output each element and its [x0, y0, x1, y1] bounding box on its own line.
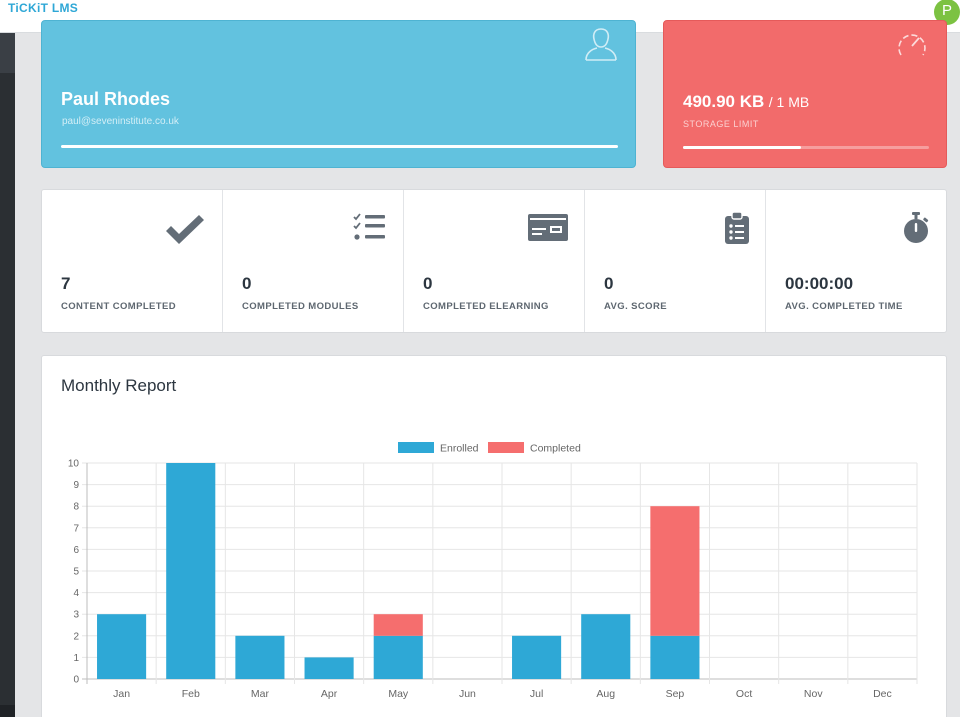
- certificate-card-icon: [528, 214, 568, 241]
- x-tick-label: Sep: [666, 688, 685, 700]
- bar-completed-may: [373, 614, 423, 636]
- bar-enrolled-may: [373, 635, 423, 679]
- bar-enrolled-jan: [97, 614, 147, 679]
- x-tick-label: Mar: [251, 688, 270, 700]
- bar-completed-sep: [650, 506, 700, 636]
- profile-email: paul@seveninstitute.co.uk: [62, 116, 179, 127]
- x-tick-label: Dec: [873, 688, 892, 700]
- y-tick-label: 6: [73, 545, 79, 556]
- stat-label: CONTENT COMPLETED: [61, 301, 176, 312]
- stopwatch-icon: [904, 212, 929, 243]
- storage-label: STORAGE LIMIT: [683, 119, 759, 129]
- legend-swatch-enrolled: [398, 442, 434, 453]
- y-tick-label: 2: [73, 631, 79, 642]
- legend-swatch-completed: [488, 442, 524, 453]
- storage-card: 490.90 KB / 1 MB STORAGE LIMIT: [663, 20, 947, 168]
- y-tick-label: 0: [73, 675, 79, 686]
- x-tick-label: May: [388, 688, 409, 700]
- storage-progress-track: [683, 146, 929, 149]
- report-title: Monthly Report: [61, 376, 177, 395]
- y-tick-label: 9: [73, 480, 79, 491]
- storage-used: 490.90 KB: [683, 92, 765, 111]
- monthly-report-chart: 0 1 2 3 4 5 6 7 8 9 10 Jan Feb Mar Apr May Jun Jul Aug Sep O…: [68, 442, 918, 700]
- legend-label-completed: Completed: [530, 443, 581, 455]
- storage-limit: / 1 MB: [768, 94, 810, 110]
- storage-usage: 490.90 KB / 1 MB: [683, 92, 809, 112]
- y-tick-label: 8: [73, 502, 79, 513]
- stat-completed-modules: 0 COMPLETED MODULES: [223, 190, 404, 332]
- stat-content-completed: 7 CONTENT COMPLETED: [42, 190, 223, 332]
- stat-label: COMPLETED MODULES: [242, 301, 359, 312]
- stat-label: COMPLETED ELEARNING: [423, 301, 549, 312]
- stat-label: AVG. SCORE: [604, 301, 667, 312]
- stat-value: 0: [604, 274, 614, 293]
- y-tick-label: 7: [73, 523, 79, 534]
- profile-progress-bar: [61, 145, 618, 148]
- y-tick-label: 3: [73, 610, 79, 621]
- stat-value: 0: [242, 274, 252, 293]
- bar-enrolled-sep: [650, 635, 700, 679]
- sidebar-footer: [0, 705, 15, 717]
- stat-avg-score: 0 AVG. SCORE: [585, 190, 766, 332]
- x-tick-label: Apr: [321, 688, 338, 700]
- clipboard-icon: [725, 212, 749, 244]
- checklist-icon: [353, 213, 385, 240]
- storage-progress-fill: [683, 146, 802, 149]
- sidebar-item-selected[interactable]: [0, 33, 15, 73]
- stat-value: 0: [423, 274, 433, 293]
- stat-label: AVG. COMPLETED TIME: [785, 301, 903, 312]
- bar-enrolled-aug: [581, 614, 631, 679]
- bar-enrolled-apr: [304, 657, 354, 679]
- bar-enrolled-jul: [512, 635, 562, 679]
- x-tick-label: Nov: [804, 688, 823, 700]
- y-tick-label: 5: [73, 567, 79, 578]
- sidebar: [0, 33, 15, 717]
- double-check-icon: [166, 215, 204, 244]
- stat-avg-completed-time: 00:00:00 AVG. COMPLETED TIME: [766, 190, 946, 332]
- x-tick-label: Feb: [182, 688, 200, 700]
- y-tick-label: 4: [73, 588, 79, 599]
- x-tick-label: Oct: [736, 688, 752, 700]
- stat-completed-elearning: 0 COMPLETED ELEARNING: [404, 190, 585, 332]
- x-tick-label: Jan: [113, 688, 130, 700]
- y-tick-label: 10: [68, 459, 80, 470]
- gauge-icon: [898, 34, 926, 56]
- stat-value: 00:00:00: [785, 274, 854, 293]
- x-tick-label: Aug: [596, 688, 615, 700]
- stats-panel: 7 CONTENT COMPLETED 0 COMPLETED MODULES …: [41, 189, 947, 333]
- monthly-report-card: Monthly Report 0 1 2 3 4 5 6 7 8 9 10 Jan Feb Mar Apr M…: [41, 355, 947, 717]
- y-tick-label: 1: [73, 653, 79, 664]
- profile-card: Paul Rhodes paul@seveninstitute.co.uk: [41, 20, 636, 168]
- legend-label-enrolled: Enrolled: [440, 443, 479, 455]
- user-icon: [585, 28, 617, 61]
- x-tick-label: Jul: [530, 688, 543, 700]
- bar-enrolled-feb: [166, 463, 216, 679]
- bar-enrolled-mar: [235, 635, 285, 679]
- app-logo[interactable]: TiCKiT LMS: [8, 1, 79, 15]
- x-tick-label: Jun: [459, 688, 476, 700]
- stat-value: 7: [61, 274, 71, 293]
- profile-name: Paul Rhodes: [61, 89, 171, 109]
